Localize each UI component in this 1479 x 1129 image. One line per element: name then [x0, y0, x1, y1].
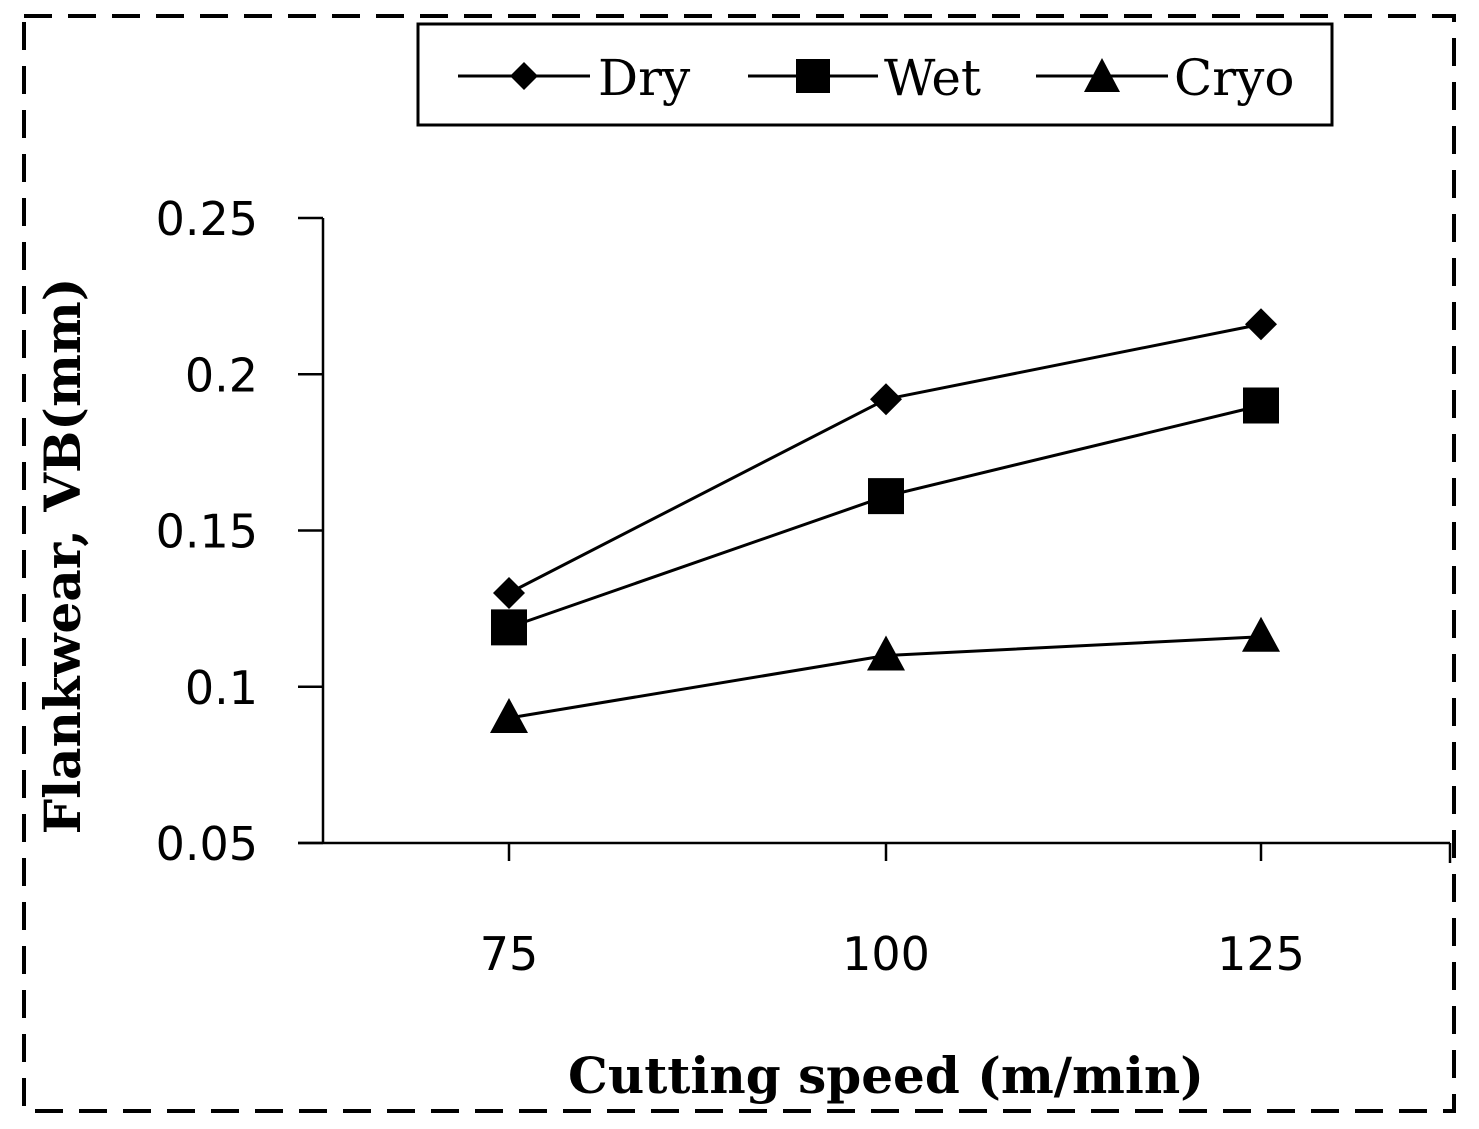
- data-point-cryo: [490, 698, 528, 733]
- series-line-wet: [508, 404, 1262, 629]
- y-tick-label: 0.2: [185, 348, 258, 402]
- x-tick-label: 75: [480, 927, 539, 981]
- data-point-wet: [1243, 387, 1279, 424]
- y-axis-title: Flankwear, VB(mm): [33, 278, 92, 835]
- y-ticks: 0.05 0.1 0.15 0.2 0.25: [156, 192, 323, 871]
- x-ticks: 75 100 125: [480, 843, 1452, 981]
- outer-dashed-frame: [22, 14, 1456, 1113]
- data-point-wet: [868, 478, 904, 515]
- legend-dry-label: Dry: [598, 49, 691, 107]
- series-line-dry: [508, 322, 1262, 595]
- y-tick-label: 0.15: [156, 505, 258, 559]
- legend: Dry Wet Cryo: [416, 22, 1334, 127]
- data-point-cryo: [1242, 616, 1280, 652]
- data-point-cryo: [867, 635, 905, 671]
- series-layer: [490, 308, 1280, 733]
- legend-wet-marker: [796, 59, 830, 93]
- x-tick-label: 125: [1217, 927, 1305, 981]
- legend-cryo-marker: [1084, 58, 1120, 92]
- y-tick-label: 0.25: [156, 192, 258, 246]
- x-tick-label: 100: [842, 927, 930, 981]
- axes: [298, 218, 1450, 845]
- legend-dry-marker: [510, 62, 538, 90]
- data-point-dry: [493, 577, 525, 609]
- y-tick-label: 0.05: [156, 817, 258, 871]
- data-point-dry: [1245, 308, 1277, 341]
- x-axis-title: Cutting speed (m/min): [568, 1046, 1204, 1105]
- data-point-wet: [491, 609, 527, 646]
- legend-wet-label: Wet: [884, 49, 981, 107]
- y-tick-label: 0.1: [185, 661, 258, 715]
- legend-cryo-label: Cryo: [1174, 49, 1295, 107]
- data-point-dry: [870, 383, 902, 416]
